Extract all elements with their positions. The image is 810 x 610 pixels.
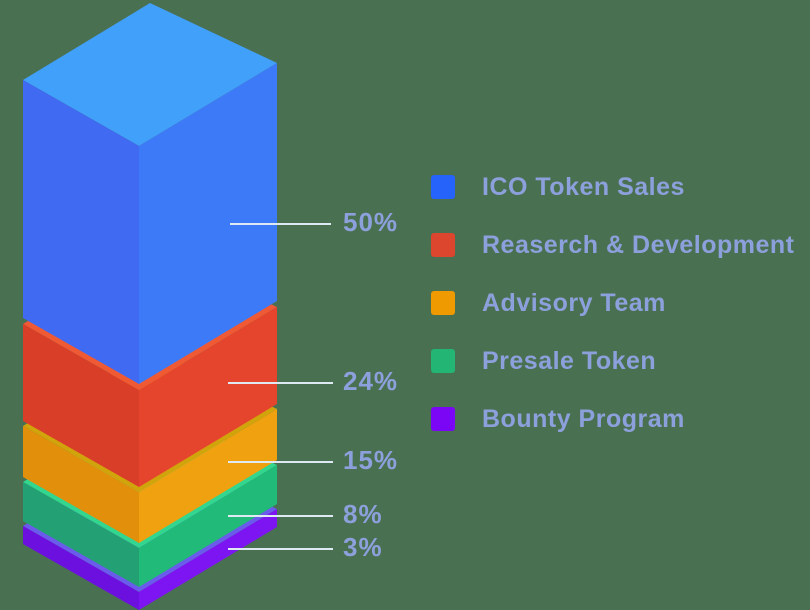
legend-item-research-development: Reaserch & Development: [431, 230, 795, 259]
legend-item-bounty-program: Bounty Program: [431, 404, 795, 433]
legend-item-advisory-team: Advisory Team: [431, 288, 795, 317]
ico-token-sales-left-face: [23, 80, 139, 384]
legend-label-presale-token: Presale Token: [482, 346, 657, 375]
segment-ico-token-sales: [23, 3, 277, 384]
legend-label-advisory-team: Advisory Team: [482, 288, 666, 317]
legend-label-ico-token-sales: ICO Token Sales: [482, 172, 685, 201]
bounty-program-left-face: [23, 526, 139, 610]
percent-label-8: 8%: [343, 499, 383, 529]
research-development-right-face: [139, 307, 277, 487]
percent-label-3: 3%: [343, 532, 383, 562]
legend-swatch-advisory-team: [431, 291, 455, 315]
percent-label-15: 15%: [343, 445, 398, 475]
legend-label-research-development: Reaserch & Development: [482, 230, 795, 259]
legend-item-presale-token: Presale Token: [431, 346, 795, 375]
percent-label-24: 24%: [343, 366, 398, 396]
legend-swatch-ico-token-sales: [431, 175, 455, 199]
research-development-left-face: [23, 324, 139, 487]
callout-lines: [228, 223, 333, 550]
advisory-team-left-face: [23, 426, 139, 543]
percent-label-50: 50%: [343, 207, 398, 237]
legend-swatch-presale-token: [431, 349, 455, 373]
ico-token-sales-top-face: [23, 3, 277, 146]
ico-token-sales-right-face: [139, 63, 277, 384]
presale-token-left-face: [23, 482, 139, 587]
percent-labels: 50% 24% 15% 8% 3%: [343, 207, 398, 562]
legend-swatch-research-development: [431, 233, 455, 257]
bounty-program-right-face: [139, 509, 277, 610]
legend: ICO Token Sales Reaserch & Development A…: [431, 172, 795, 465]
legend-item-ico-token-sales: ICO Token Sales: [431, 172, 795, 201]
advisory-team-right-face: [139, 409, 277, 543]
legend-swatch-bounty-program: [431, 407, 455, 431]
legend-label-bounty-program: Bounty Program: [482, 404, 685, 433]
presale-token-right-face: [139, 465, 277, 587]
